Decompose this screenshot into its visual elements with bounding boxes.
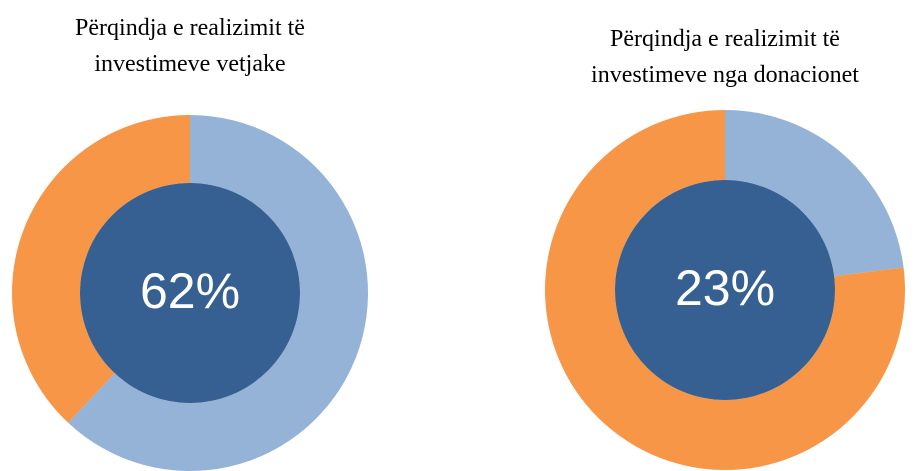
donut-center [615, 180, 835, 400]
donut-segment [725, 110, 904, 277]
chart-title: investimeve vetjake [94, 51, 285, 77]
chart-title: investimeve nga donacionet [591, 62, 859, 88]
chart-title: Përqindja e realizimit të [610, 26, 840, 52]
donut-segment [68, 115, 369, 471]
donut-center [80, 183, 300, 403]
donut-segment [11, 114, 190, 423]
center-label: 62% [140, 263, 240, 319]
center-label: 23% [675, 260, 775, 316]
donut-segment [545, 109, 905, 470]
chart-title: Përqindja e realizimit të [75, 15, 305, 41]
